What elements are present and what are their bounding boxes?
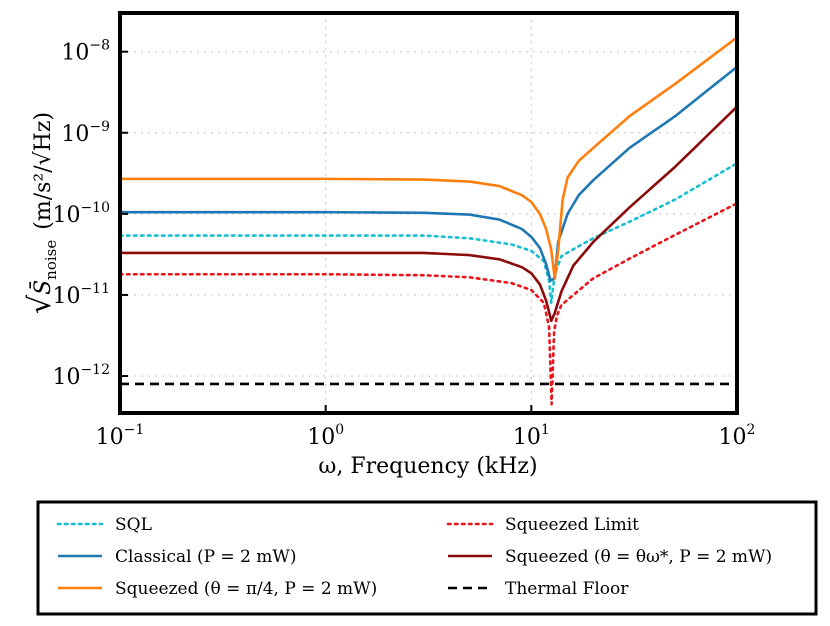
series-line-squeezed-pi-4	[120, 36, 737, 280]
y-axis-sqrt: √	[23, 294, 58, 314]
y-axis-subscript: noise	[42, 240, 60, 280]
legend-label-2: Squeezed (θ = π/4, P = 2 mW)	[115, 579, 377, 599]
legend-label-0: SQL	[115, 515, 152, 535]
x-axis-label: ω, Frequency (kHz)	[318, 454, 537, 479]
x-tick-label-2: 101	[513, 422, 550, 450]
legend-label-1: Classical (P = 2 mW)	[115, 547, 297, 567]
legend-label-4: Squeezed (θ = θω*, P = 2 mW)	[505, 547, 772, 567]
y-axis-symbol: S̄	[29, 280, 56, 295]
y-tick-label-3: 10−9	[61, 119, 110, 147]
y-tick-label-2: 10−10	[52, 200, 110, 228]
svg-text:√S̄noise(m/s²/√Hz): √S̄noise (m/s²/√Hz)	[23, 112, 60, 314]
series-line-sql	[120, 162, 737, 305]
y-tick-label-4: 10−8	[61, 38, 110, 66]
legend-box	[36, 500, 818, 616]
series-line-classical	[120, 65, 737, 282]
series-line-squeezed-optimal	[120, 105, 737, 323]
series-line-squeezed-limit	[120, 201, 737, 406]
legend: SQL Classical (P = 2 mW) Squeezed (θ = π/4…	[56, 515, 772, 599]
x-tick-label-3: 102	[719, 422, 756, 450]
series-group	[120, 36, 737, 406]
y-tick-label-1: 10−11	[52, 281, 110, 309]
legend-label-3: Squeezed Limit	[505, 515, 639, 535]
legend-label-5: Thermal Floor	[505, 579, 629, 599]
y-axis-label: √S̄noise (m/s²/√Hz)	[23, 112, 60, 314]
x-tick-label-1: 100	[307, 422, 344, 450]
ticks: 10−1 100 101 102 10−12 10−11 10−10 10−9 10−8	[52, 38, 755, 450]
y-tick-label-0: 10−12	[52, 362, 110, 390]
x-tick-label-0: 10−1	[96, 422, 145, 450]
y-axis-units: (m/s²/√Hz)	[31, 112, 56, 230]
